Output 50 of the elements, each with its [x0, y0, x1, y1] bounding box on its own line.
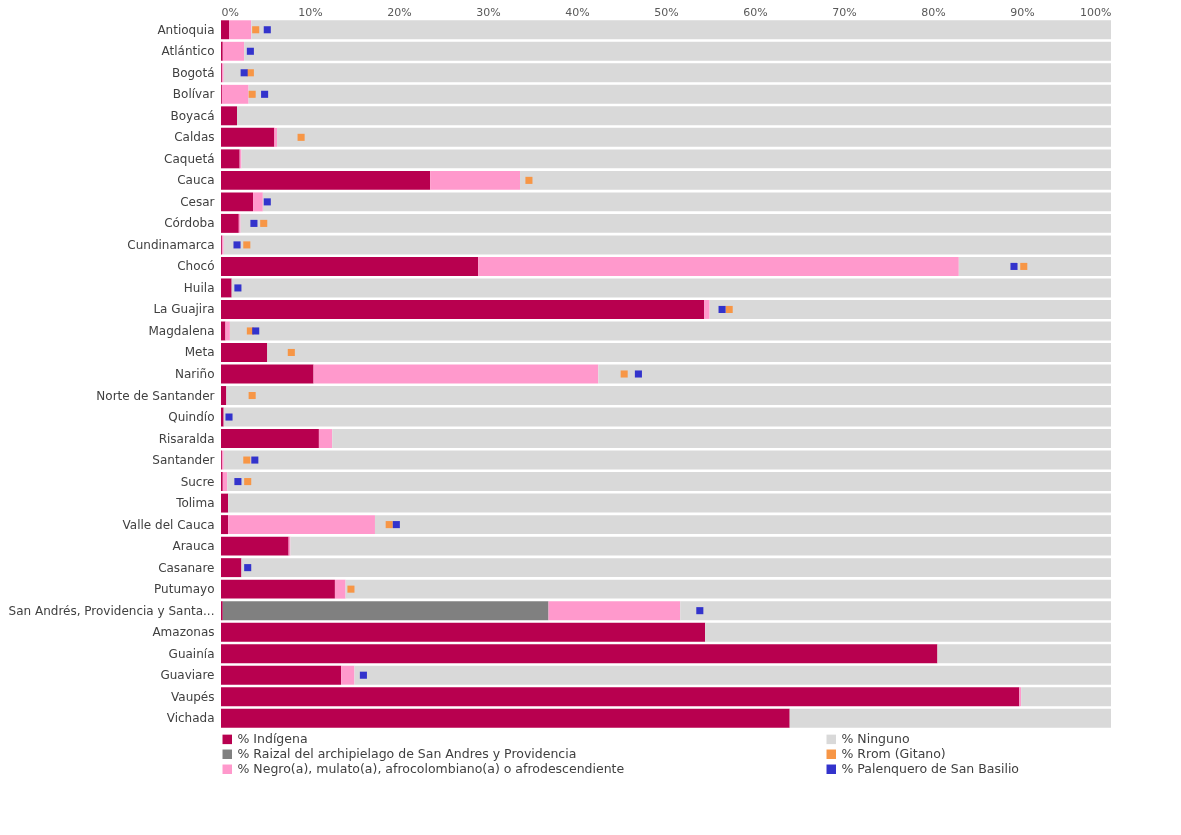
- legend-label: % Rrom (Gitano): [841, 746, 946, 762]
- y-tick-label: Caldas: [174, 130, 215, 145]
- y-tick-label: Atlántico: [161, 44, 215, 59]
- legend-label: % Ninguno: [841, 731, 910, 747]
- legend-label: % Indígena: [237, 731, 308, 747]
- y-tick-label: Bogotá: [171, 65, 215, 80]
- x-tick-label: 20%: [387, 5, 412, 19]
- y-tick-label: Tolima: [175, 496, 215, 511]
- y-tick-label: La Guajira: [153, 302, 215, 317]
- y-tick-label: Casanare: [158, 560, 215, 575]
- x-tick-label: 80%: [921, 5, 946, 19]
- y-tick-label: Quindío: [168, 410, 215, 425]
- x-tick-label: 70%: [832, 5, 857, 19]
- y-tick-label: Vichada: [166, 711, 215, 726]
- x-tick-label: 100%: [1080, 5, 1112, 19]
- y-tick-label: Putumayo: [154, 582, 215, 597]
- x-tick-label: 30%: [476, 5, 501, 19]
- x-tick-label: 60%: [743, 5, 768, 19]
- y-tick-label: Santander: [152, 453, 215, 468]
- x-tick-label: 40%: [565, 5, 590, 19]
- y-tick-label: Meta: [184, 345, 215, 360]
- y-tick-label: San Andrés, Providencia y Santa...: [8, 603, 215, 618]
- y-tick-label: Huila: [183, 280, 215, 295]
- y-tick-label: Guainía: [168, 646, 215, 661]
- y-tick-label: Arauca: [172, 539, 215, 554]
- x-tick-label: 0%: [221, 5, 239, 19]
- y-tick-label: Magdalena: [148, 323, 215, 338]
- y-tick-label: Antioquia: [157, 22, 215, 37]
- legend-label: % Negro(a), mulato(a), afrocolombiano(a) o afrodescendiente: [237, 761, 625, 777]
- y-tick-label: Córdoba: [164, 216, 215, 231]
- y-tick-label: Cundinamarca: [127, 237, 215, 252]
- legend-label: % Raizal del archipielago de San Andres y Providencia: [237, 746, 577, 762]
- x-tick-label: 50%: [654, 5, 679, 19]
- y-tick-label: Cesar: [180, 194, 215, 209]
- y-tick-label: Bolívar: [172, 87, 215, 102]
- y-tick-label: Boyacá: [170, 108, 215, 123]
- y-tick-label: Valle del Cauca: [122, 517, 215, 532]
- y-tick-label: Risaralda: [158, 431, 215, 446]
- y-tick-label: Norte de Santander: [96, 388, 215, 403]
- x-tick-label: 10%: [298, 5, 323, 19]
- legend-label: % Palenquero de San Basilio: [841, 761, 1020, 777]
- y-tick-label: Sucre: [180, 474, 215, 489]
- y-tick-label: Chocó: [177, 259, 215, 274]
- y-tick-label: Guaviare: [160, 668, 215, 683]
- y-tick-label: Caquetá: [164, 151, 215, 166]
- x-tick-label: 90%: [1010, 5, 1035, 19]
- y-tick-label: Amazonas: [152, 625, 215, 640]
- y-tick-label: Nariño: [174, 367, 215, 381]
- y-tick-label: Cauca: [177, 173, 215, 188]
- y-tick-label: Vaupés: [171, 689, 215, 704]
